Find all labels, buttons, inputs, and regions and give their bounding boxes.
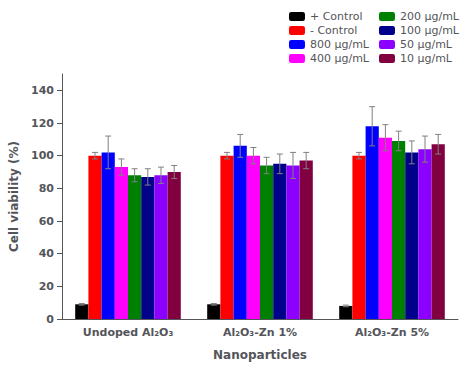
- svg-text:+ Control: + Control: [310, 10, 362, 23]
- svg-text:60: 60: [39, 215, 55, 228]
- svg-text:200 μg/mL: 200 μg/mL: [400, 10, 460, 23]
- svg-text:Undoped Al₂O₃: Undoped Al₂O₃: [83, 326, 174, 339]
- svg-text:20: 20: [39, 280, 55, 293]
- svg-text:0: 0: [46, 313, 54, 326]
- svg-text:140: 140: [31, 84, 54, 97]
- svg-text:100: 100: [31, 149, 54, 162]
- svg-text:100 μg/mL: 100 μg/mL: [400, 24, 460, 37]
- svg-text:50 μg/mL: 50 μg/mL: [400, 38, 453, 51]
- svg-text:Nanoparticles: Nanoparticles: [213, 348, 307, 362]
- svg-text:- Control: - Control: [310, 24, 357, 37]
- svg-text:800 μg/mL: 800 μg/mL: [310, 38, 370, 51]
- svg-text:Al₂O₃-Zn 1%: Al₂O₃-Zn 1%: [223, 326, 297, 339]
- svg-text:10 μg/mL: 10 μg/mL: [400, 52, 453, 65]
- svg-text:120: 120: [31, 117, 54, 130]
- svg-text:400 μg/mL: 400 μg/mL: [310, 52, 370, 65]
- svg-text:40: 40: [39, 247, 55, 260]
- svg-text:Cell viability (%): Cell viability (%): [7, 141, 21, 252]
- svg-text:Al₂O₃-Zn 5%: Al₂O₃-Zn 5%: [355, 326, 429, 339]
- svg-text:80: 80: [39, 182, 55, 195]
